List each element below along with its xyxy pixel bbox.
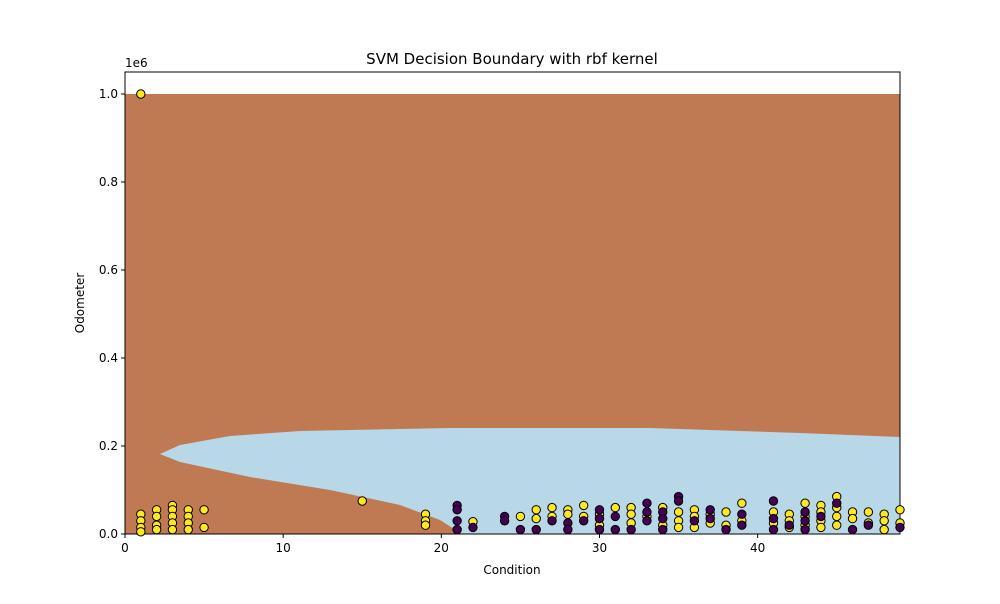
x-tick-label: 20 — [434, 541, 449, 555]
point — [847, 524, 858, 535]
point — [832, 511, 842, 522]
y-tick-label: 1.0 — [99, 87, 118, 101]
point — [199, 505, 209, 515]
point — [800, 498, 810, 508]
point — [658, 513, 668, 524]
point — [151, 511, 162, 522]
point — [658, 524, 668, 535]
y-tick-label: 0.6 — [99, 263, 118, 277]
point — [626, 509, 636, 519]
point — [768, 496, 779, 506]
point — [895, 505, 905, 515]
point — [673, 496, 684, 506]
point — [594, 505, 605, 515]
point — [515, 524, 526, 535]
point — [847, 513, 858, 524]
x-tick-label: 0 — [121, 541, 129, 555]
point — [768, 513, 779, 524]
point — [800, 516, 810, 526]
point — [594, 524, 605, 535]
point — [895, 522, 905, 533]
point — [183, 524, 193, 535]
point — [816, 522, 826, 533]
point — [673, 507, 684, 517]
point — [468, 522, 478, 533]
point — [420, 520, 431, 530]
point — [610, 524, 621, 535]
point — [816, 511, 826, 522]
x-tick-label: 30 — [592, 541, 607, 555]
point — [610, 511, 621, 522]
y-tick-label: 0.4 — [99, 351, 118, 365]
point — [452, 524, 462, 535]
point — [737, 520, 747, 530]
point — [832, 498, 842, 508]
point — [578, 516, 589, 526]
point — [547, 516, 557, 526]
plot-frame — [124, 71, 901, 535]
x-tick-label: 40 — [750, 541, 765, 555]
point — [863, 507, 874, 517]
point — [705, 505, 715, 515]
point — [531, 505, 541, 515]
point — [499, 516, 510, 526]
x-axis-label: Condition — [483, 563, 540, 577]
point — [578, 500, 589, 511]
region-class-1 — [160, 428, 900, 534]
point — [136, 89, 146, 99]
y-tick-label: 0.8 — [99, 175, 118, 189]
point — [879, 524, 889, 535]
y-offset-label: 1e6 — [125, 56, 148, 70]
point — [642, 516, 652, 526]
point — [721, 524, 731, 535]
point — [199, 522, 209, 533]
point — [642, 498, 652, 508]
point — [357, 496, 367, 506]
point — [800, 507, 810, 517]
point — [452, 505, 462, 515]
point — [515, 511, 526, 522]
point — [531, 524, 541, 535]
point — [563, 509, 573, 519]
y-axis-label: Odometer — [73, 273, 87, 334]
point — [705, 513, 715, 524]
point — [768, 524, 779, 535]
point — [136, 527, 146, 537]
y-tick-label: 0.2 — [99, 439, 118, 453]
point — [737, 509, 747, 519]
point — [737, 498, 747, 508]
x-tick-label: 10 — [276, 541, 291, 555]
point — [832, 520, 842, 530]
point — [531, 513, 541, 524]
point — [863, 520, 874, 530]
point — [642, 507, 652, 517]
point — [626, 524, 636, 535]
chart-title: SVM Decision Boundary with rbf kernel — [366, 50, 658, 68]
point — [151, 524, 162, 535]
point — [721, 507, 731, 517]
point — [563, 524, 573, 535]
point — [452, 516, 462, 526]
y-tick-label: 0.0 — [99, 527, 118, 541]
point — [594, 513, 605, 524]
point — [610, 502, 621, 513]
point — [673, 522, 684, 533]
point — [800, 524, 810, 535]
point — [689, 516, 700, 526]
point — [167, 524, 178, 535]
point — [784, 520, 794, 530]
point — [879, 516, 889, 526]
point — [547, 502, 557, 513]
